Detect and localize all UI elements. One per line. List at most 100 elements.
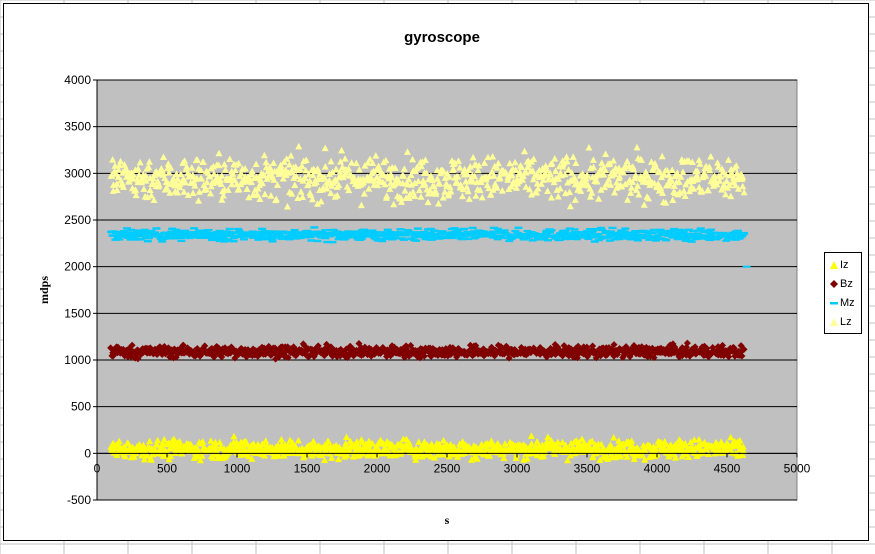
point-lz <box>132 191 140 199</box>
point-lz <box>605 175 613 183</box>
point-lz <box>327 189 335 197</box>
point-lz <box>652 162 660 170</box>
point-mz <box>392 233 401 237</box>
point-lz <box>572 159 580 166</box>
point-mz <box>605 239 614 242</box>
point-lz <box>323 184 331 192</box>
point-iz <box>162 452 170 459</box>
point-iz <box>405 439 413 446</box>
point-lz <box>297 188 305 195</box>
point-mz <box>583 230 592 233</box>
point-mz <box>420 230 429 234</box>
point-mz <box>454 235 463 239</box>
point-lz <box>454 157 462 164</box>
point-lz <box>142 172 150 179</box>
point-lz <box>262 158 270 166</box>
point-mz <box>628 238 637 241</box>
point-mz <box>306 235 315 239</box>
point-lz <box>577 187 585 194</box>
point-mz <box>736 236 745 239</box>
point-lz <box>512 166 520 173</box>
point-lz <box>705 163 713 170</box>
point-lz <box>551 155 559 162</box>
point-mz <box>542 229 551 233</box>
point-mz <box>604 236 613 239</box>
point-iz <box>381 444 389 452</box>
point-lz <box>595 195 603 202</box>
chart-area[interactable]: gyroscope 4000 3500 3000 2500 2000 1500 1000 50… <box>3 3 869 541</box>
point-mz <box>588 229 597 232</box>
point-iz <box>238 443 246 451</box>
point-mz <box>368 229 377 232</box>
point-bz <box>589 342 597 350</box>
point-iz <box>146 437 154 445</box>
point-lz <box>174 189 182 196</box>
point-iz <box>211 438 219 446</box>
point-iz <box>544 433 552 440</box>
point-lz <box>506 159 514 167</box>
point-mz <box>381 234 390 237</box>
point-lz <box>241 164 249 172</box>
point-lz <box>458 192 466 200</box>
point-mz <box>140 228 149 232</box>
point-mz <box>223 234 232 237</box>
point-lz <box>459 185 467 193</box>
point-mz <box>594 232 603 236</box>
point-lz <box>635 191 643 198</box>
point-lz <box>407 171 415 179</box>
point-mz <box>321 228 330 232</box>
point-lz <box>522 183 530 190</box>
point-mz <box>500 229 509 232</box>
point-bz <box>420 352 428 360</box>
point-lz <box>226 155 234 162</box>
point-mz <box>507 237 516 241</box>
point-lz <box>295 142 303 150</box>
point-iz <box>681 439 689 447</box>
point-mz <box>695 229 704 232</box>
point-lz <box>476 186 484 194</box>
point-mz <box>674 236 683 240</box>
point-mz <box>210 237 219 240</box>
point-mz <box>464 237 473 241</box>
point-lz <box>693 167 701 174</box>
point-mz <box>712 238 721 241</box>
point-mz <box>296 236 305 240</box>
point-mz <box>219 236 228 240</box>
point-lz <box>706 167 714 174</box>
point-lz <box>508 171 516 179</box>
point-lz <box>417 162 425 170</box>
point-lz <box>423 169 431 176</box>
point-mz <box>307 239 316 242</box>
point-mz <box>561 229 570 233</box>
point-mz <box>265 230 274 233</box>
point-lz <box>243 185 251 192</box>
point-iz <box>165 455 173 463</box>
point-lz <box>511 158 519 166</box>
point-mz <box>181 229 190 233</box>
point-lz <box>283 203 291 210</box>
point-iz <box>642 447 650 455</box>
point-lz <box>348 159 356 166</box>
point-lz <box>292 172 300 180</box>
point-lz <box>441 188 449 195</box>
point-mz <box>248 230 257 233</box>
point-lz <box>670 182 678 189</box>
point-mz <box>557 234 566 238</box>
point-lz <box>519 176 527 183</box>
point-lz <box>498 187 506 194</box>
point-lz <box>360 190 368 197</box>
point-lz <box>424 190 432 197</box>
point-lz <box>680 187 688 194</box>
point-mz <box>229 231 238 234</box>
point-lz <box>328 168 336 176</box>
point-mz <box>485 234 494 238</box>
point-lz <box>159 169 167 177</box>
point-mz <box>598 228 607 232</box>
point-mz <box>357 237 366 241</box>
point-bz <box>201 342 209 350</box>
point-lz <box>426 186 434 194</box>
point-iz <box>578 435 586 443</box>
point-lz <box>314 165 322 172</box>
point-lz <box>616 172 624 180</box>
point-iz <box>212 441 220 449</box>
